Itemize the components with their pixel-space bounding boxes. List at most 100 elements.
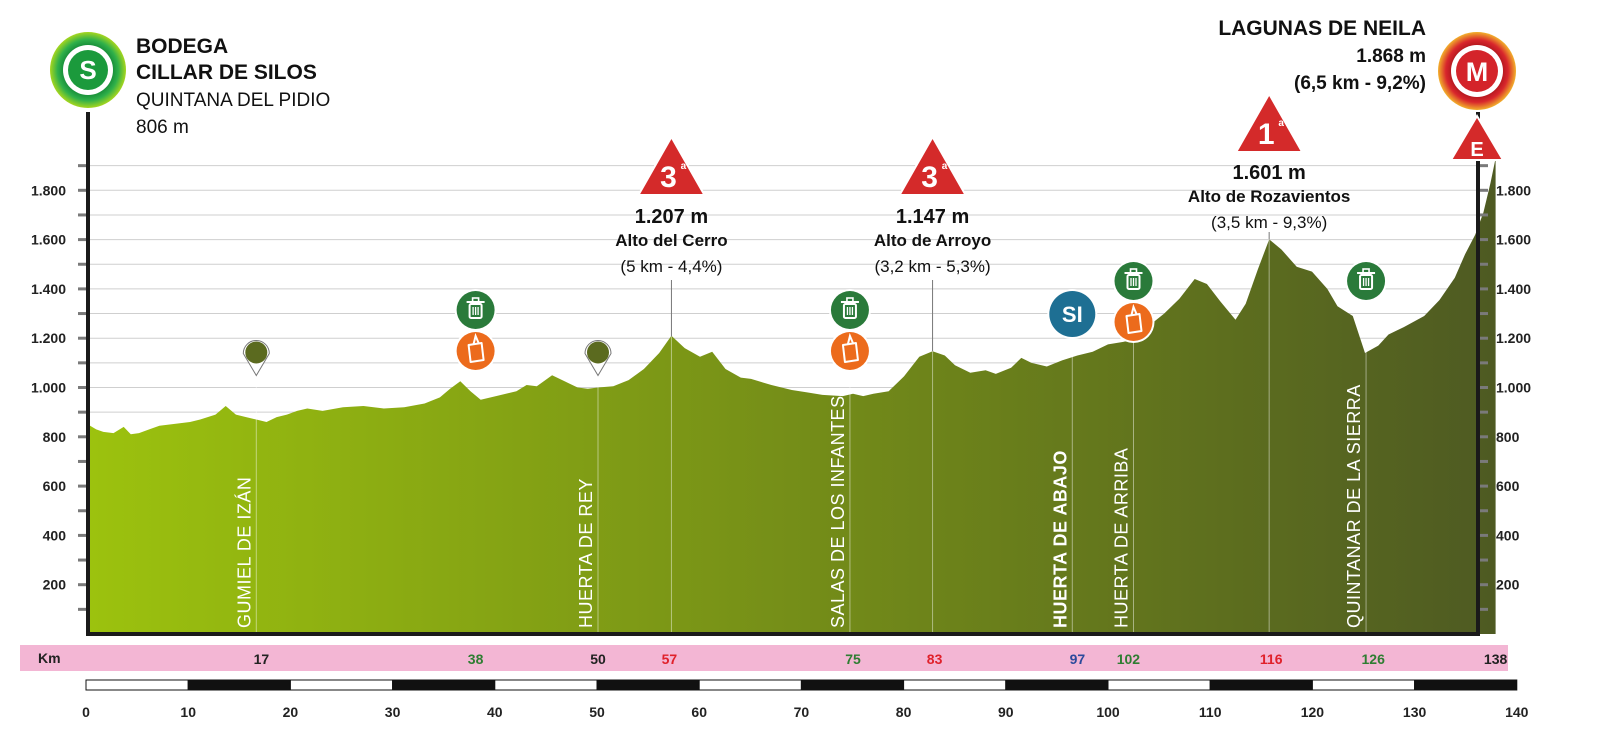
km-marker-label: 116 bbox=[1260, 651, 1283, 667]
y-tick-label-right: 200 bbox=[1496, 577, 1520, 593]
km-band bbox=[20, 645, 1508, 671]
bag-handle bbox=[1130, 303, 1138, 316]
supply-zone-icon bbox=[454, 330, 497, 372]
finish-altitude: 1.868 m bbox=[1356, 46, 1426, 67]
scale-tick-label: 50 bbox=[589, 704, 605, 720]
bag-handle bbox=[846, 332, 854, 345]
leader-lines bbox=[255, 232, 1367, 634]
climb-marker: 1 a 1.601 m Alto de Rozavientos (3,5 km - 9,… bbox=[1188, 93, 1350, 232]
climb-category: 3 bbox=[660, 161, 677, 194]
location-pin-icon bbox=[242, 340, 270, 377]
scale-tick-label: 140 bbox=[1505, 704, 1529, 720]
mountain-icon bbox=[1235, 93, 1304, 153]
feed-zone-icon bbox=[1345, 260, 1388, 302]
scale-tick-label: 120 bbox=[1301, 704, 1325, 720]
scale-segment bbox=[698, 679, 802, 691]
y-tick-label-right: 1.200 bbox=[1496, 330, 1531, 346]
bag-body bbox=[1125, 313, 1143, 334]
finish-badge-letter: M bbox=[1466, 57, 1489, 87]
y-tick-label-right: 800 bbox=[1496, 429, 1520, 445]
sprint-label: SI bbox=[1062, 302, 1083, 327]
town-label: QUINTANAR DE LA SIERRA bbox=[1344, 384, 1364, 628]
scale-tick-label: 60 bbox=[691, 704, 707, 720]
climb-detail: (5 km - 4,4%) bbox=[620, 257, 722, 276]
climb-altitude: 1.601 m bbox=[1232, 162, 1305, 184]
location-pin-icon bbox=[584, 340, 612, 377]
km-marker-label: 75 bbox=[845, 651, 861, 667]
scale-segment bbox=[1311, 679, 1416, 691]
finish-badge: M bbox=[1438, 32, 1516, 110]
profile-area bbox=[88, 158, 1496, 635]
y-tick-label-left: 400 bbox=[43, 527, 67, 543]
y-tick-label-right: 400 bbox=[1496, 527, 1520, 543]
km-marker-label: 50 bbox=[590, 651, 606, 667]
bin-handle bbox=[1129, 268, 1138, 274]
km-markers: 17 38 50 57 75 83 97 102 116 126 138 bbox=[254, 651, 1508, 667]
scale-tick-label: 130 bbox=[1403, 704, 1427, 720]
start-badge: S bbox=[50, 32, 126, 108]
climb-name: Alto de Arroyo bbox=[874, 231, 991, 250]
scale-tick-label: 100 bbox=[1096, 704, 1120, 720]
climb-name: Alto del Cerro bbox=[615, 231, 727, 250]
start-town: QUINTANA DEL PIDIO bbox=[136, 90, 330, 111]
town-label: HUERTA DE ABAJO bbox=[1050, 450, 1070, 628]
finish-category-letter: E bbox=[1470, 139, 1483, 161]
scale-tick-label: 70 bbox=[794, 704, 810, 720]
km-marker-label: 38 bbox=[468, 651, 484, 667]
y-tick-label-left: 1.000 bbox=[31, 380, 66, 396]
climb-detail: (3,2 km - 5,3%) bbox=[874, 257, 990, 276]
climb-altitude: 1.207 m bbox=[635, 206, 708, 228]
town-label: GUMIEL DE IZÁN bbox=[234, 477, 254, 628]
finish-category-marker: E bbox=[1449, 114, 1505, 161]
bag-handle bbox=[472, 332, 480, 345]
supply-zone-disc bbox=[456, 332, 495, 370]
scale-tick-label: 80 bbox=[896, 704, 912, 720]
axes bbox=[78, 112, 1488, 636]
km-band-label: Km bbox=[38, 650, 61, 666]
bag-body bbox=[467, 342, 485, 363]
scale-tick-label: 30 bbox=[385, 704, 401, 720]
feed-zone-icon bbox=[1112, 260, 1155, 302]
km-marker-label: 97 bbox=[1070, 651, 1086, 667]
scale-segment bbox=[800, 679, 905, 691]
scale-segment bbox=[1209, 679, 1313, 691]
climb-marker: 3 a 1.207 m Alto del Cerro (5 km - 4,4%) bbox=[615, 136, 728, 276]
town-labels: GUMIEL DE IZÁN HUERTA DE REY SALAS DE LOS … bbox=[234, 384, 1364, 628]
scale-segment bbox=[903, 679, 1007, 691]
bin-handle bbox=[846, 297, 854, 303]
start-badge-letter: S bbox=[79, 55, 96, 85]
scale-tick-label: 110 bbox=[1199, 704, 1222, 720]
bin-body bbox=[1126, 274, 1141, 290]
town-label: HUERTA DE REY bbox=[576, 478, 596, 628]
y-tick-label-left: 1.800 bbox=[31, 182, 66, 198]
scale-tick-label: 0 bbox=[82, 704, 90, 720]
y-tick-label-right: 1.400 bbox=[1496, 281, 1531, 297]
town-label: HUERTA DE ARRIBA bbox=[1112, 448, 1132, 628]
km-marker-label: 17 bbox=[254, 651, 270, 667]
climb-name: Alto de Rozavientos bbox=[1188, 187, 1350, 206]
km-marker-label: 57 bbox=[662, 651, 678, 667]
km-marker-label: 138 bbox=[1484, 651, 1508, 667]
climb-category: 3 bbox=[921, 161, 938, 194]
climb-altitude: 1.147 m bbox=[896, 206, 969, 228]
supply-zone-disc bbox=[830, 332, 869, 370]
scale-segment bbox=[1107, 679, 1211, 691]
scale-tick-label: 20 bbox=[283, 704, 299, 720]
start-name-line2: CILLAR DE SILOS bbox=[136, 61, 317, 84]
scale-segment bbox=[1005, 679, 1109, 691]
y-tick-label-left: 1.200 bbox=[31, 330, 66, 346]
scale-segment bbox=[596, 679, 700, 691]
climb-category-sup: a bbox=[1278, 118, 1284, 129]
distance-scale: 0 10 20 30 40 50 60 70 80 90 100 110 120 130 140 bbox=[82, 679, 1529, 720]
scale-segment bbox=[187, 679, 291, 691]
supply-zone-icon bbox=[1112, 301, 1155, 343]
scale-segment bbox=[1414, 679, 1518, 691]
climb-detail: (3,5 km - 9,3%) bbox=[1211, 213, 1327, 232]
intermediate-sprint-icon: SI bbox=[1047, 289, 1098, 339]
mountain-icon bbox=[637, 136, 706, 196]
bin-body bbox=[468, 303, 483, 319]
km-marker-label: 83 bbox=[927, 651, 943, 667]
y-tick-label-right: 1.800 bbox=[1496, 182, 1531, 198]
bin-handle bbox=[1362, 268, 1370, 274]
